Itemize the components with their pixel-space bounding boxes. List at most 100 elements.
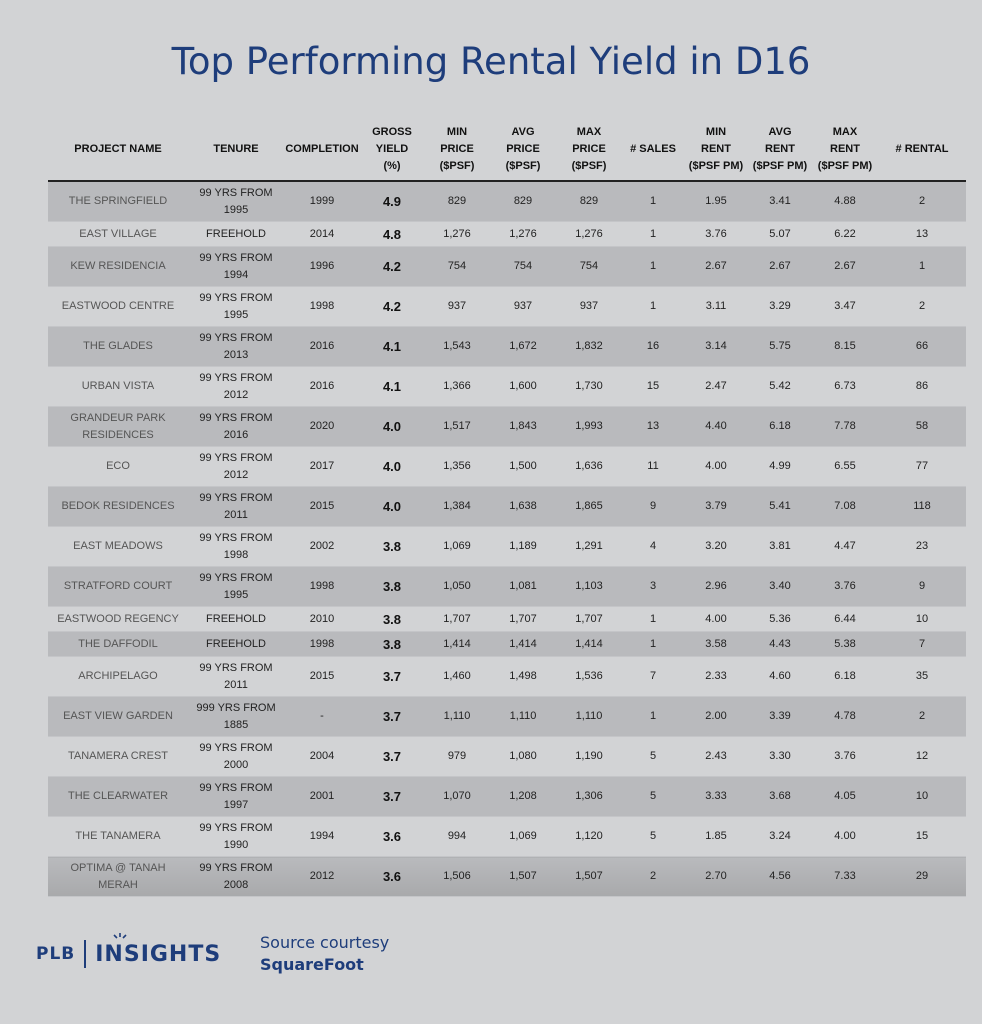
plb-insights-logo: PLB INSIGHTS <box>36 932 221 968</box>
column-header-line: PROJECT NAME <box>74 142 162 155</box>
page-title: Top Performing Rental Yield in D16 <box>171 40 811 83</box>
project-name-cell: THE DAFFODIL <box>48 631 188 657</box>
avg-rent-cell: 3.24 <box>748 816 812 857</box>
gross-yield-cell: 4.8 <box>360 221 424 247</box>
completion-cell: 2014 <box>284 221 360 247</box>
column-header: MIN RENT ($PSF PM) <box>684 118 748 182</box>
tenure-cell-line: 1995 <box>223 308 249 321</box>
avg-rent-cell: 4.56 <box>748 856 812 897</box>
max-price-cell: 754 <box>556 246 622 287</box>
max-price-cell: 1,507 <box>556 856 622 897</box>
project-name-cell: ARCHIPELAGO <box>48 656 188 697</box>
max-price-cell: 1,103 <box>556 566 622 607</box>
max-rent-cell: 4.00 <box>812 816 878 857</box>
sales-count-cell: 3 <box>622 566 684 607</box>
project-name-cell: THE CLEARWATER <box>48 776 188 817</box>
column-header-line: MIN <box>705 125 727 138</box>
completion-cell: 2010 <box>284 606 360 632</box>
tenure-cell: 99 YRS FROM 2013 <box>188 326 284 367</box>
column-header-line: AVG <box>511 125 535 138</box>
completion-cell: 1999 <box>284 181 360 222</box>
min-price-cell: 1,276 <box>424 221 490 247</box>
rental-count-cell: 15 <box>878 816 966 857</box>
completion-cell: 2020 <box>284 406 360 447</box>
table-row: URBAN VISTA 99 YRS FROM 2012 2016 4.1 1,366 1,… <box>48 366 966 407</box>
min-rent-cell: 4.40 <box>684 406 748 447</box>
project-name-cell: EASTWOOD CENTRE <box>48 286 188 327</box>
column-header-line: ($PSF) <box>505 159 541 172</box>
rental-count-cell: 86 <box>878 366 966 407</box>
min-price-cell: 1,506 <box>424 856 490 897</box>
rental-count-cell: 2 <box>878 181 966 222</box>
min-rent-cell: 1.95 <box>684 181 748 222</box>
max-rent-cell: 8.15 <box>812 326 878 367</box>
table-row: THE CLEARWATER 99 YRS FROM 1997 2001 3.7 1,07… <box>48 776 966 817</box>
column-header: GROSS YIELD (%) <box>360 118 424 182</box>
table-row: KEW RESIDENCIA 99 YRS FROM 1994 1996 4.2 754 7… <box>48 246 966 287</box>
logo-divider <box>84 940 87 968</box>
rental-count-cell: 7 <box>878 631 966 657</box>
column-header-line: ($PSF PM) <box>817 159 873 172</box>
min-price-cell: 1,707 <box>424 606 490 632</box>
completion-cell: 2015 <box>284 656 360 697</box>
column-header-line: RENT <box>701 142 731 155</box>
project-name-cell-line: OPTIMA @ TANAH <box>70 861 166 874</box>
project-name-cell-line: ARCHIPELAGO <box>78 670 158 682</box>
column-header-line: ($PSF) <box>571 159 607 172</box>
tenure-cell-line: 2000 <box>223 758 249 771</box>
min-price-cell: 1,050 <box>424 566 490 607</box>
table-row: THE DAFFODIL FREEHOLD 1998 3.8 1,414 1,414 1,4… <box>48 631 966 657</box>
column-header-line: PRICE <box>572 142 606 155</box>
avg-price-cell: 1,638 <box>490 486 556 527</box>
min-price-cell: 1,543 <box>424 326 490 367</box>
min-price-cell: 1,414 <box>424 631 490 657</box>
max-price-cell: 1,306 <box>556 776 622 817</box>
project-name-cell: THE TANAMERA <box>48 816 188 857</box>
rental-count-cell: 1 <box>878 246 966 287</box>
column-header-line: YIELD <box>375 142 409 155</box>
table-row: THE TANAMERA 99 YRS FROM 1990 1994 3.6 994 1,0… <box>48 816 966 857</box>
tenure-cell-line: FREEHOLD <box>206 227 266 240</box>
gross-yield-cell: 4.2 <box>360 286 424 327</box>
gross-yield-cell: 4.9 <box>360 181 424 222</box>
avg-rent-cell: 4.43 <box>748 631 812 657</box>
max-rent-cell: 5.38 <box>812 631 878 657</box>
tenure-cell-line: 99 YRS FROM <box>199 571 273 584</box>
rental-count-cell: 66 <box>878 326 966 367</box>
min-rent-cell: 2.70 <box>684 856 748 897</box>
project-name-cell-line: ECO <box>106 460 130 472</box>
gross-yield-cell: 4.2 <box>360 246 424 287</box>
source-line: Source courtesy <box>260 933 390 952</box>
project-name-cell-line: BEDOK RESIDENCES <box>61 500 175 512</box>
sales-count-cell: 1 <box>622 286 684 327</box>
table-row: STRATFORD COURT 99 YRS FROM 1995 1998 3.8 1,0… <box>48 566 966 607</box>
min-price-cell: 829 <box>424 181 490 222</box>
rental-count-cell: 2 <box>878 696 966 737</box>
gross-yield-cell: 4.0 <box>360 406 424 447</box>
tenure-cell-line: 99 YRS FROM <box>199 291 273 304</box>
max-rent-cell: 7.08 <box>812 486 878 527</box>
tenure-cell-line: 2011 <box>224 678 248 691</box>
column-header: MIN PRICE ($PSF) <box>424 118 490 182</box>
completion-cell: 2001 <box>284 776 360 817</box>
column-header-line: TENURE <box>213 142 259 155</box>
table-header-row: PROJECT NAME TENURE COMPLETION GROSS YIELD (%… <box>48 118 966 182</box>
sales-count-cell: 9 <box>622 486 684 527</box>
avg-rent-cell: 4.99 <box>748 446 812 487</box>
column-header-line: PRICE <box>440 142 474 155</box>
tenure-cell-line: 99 YRS FROM <box>199 331 273 344</box>
max-price-cell: 1,993 <box>556 406 622 447</box>
completion-cell: 2017 <box>284 446 360 487</box>
tenure-cell: 99 YRS FROM 2000 <box>188 736 284 777</box>
min-rent-cell: 3.76 <box>684 221 748 247</box>
tenure-cell-line: 99 YRS FROM <box>199 411 273 424</box>
column-header-line: AVG <box>768 125 792 138</box>
sales-count-cell: 16 <box>622 326 684 367</box>
rental-count-cell: 10 <box>878 606 966 632</box>
tenure-cell: 99 YRS FROM 2012 <box>188 366 284 407</box>
column-header: AVG RENT ($PSF PM) <box>748 118 812 182</box>
tenure-cell-line: 1995 <box>223 203 249 216</box>
column-header-line: MIN <box>446 125 468 138</box>
sales-count-cell: 1 <box>622 181 684 222</box>
tenure-cell-line: 99 YRS FROM <box>199 741 273 754</box>
